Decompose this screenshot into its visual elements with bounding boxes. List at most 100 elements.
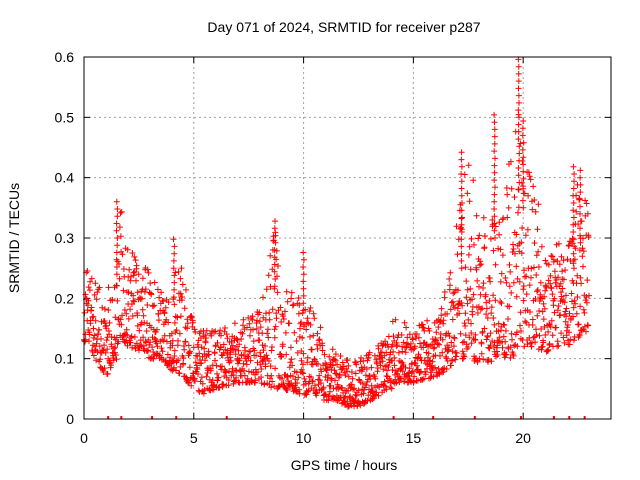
data-point — [515, 172, 522, 179]
data-point — [338, 366, 345, 373]
data-point — [113, 334, 120, 341]
data-point — [296, 302, 303, 308]
data-point — [469, 311, 476, 318]
data-point — [136, 327, 143, 334]
data-point — [491, 119, 498, 126]
data-point — [245, 368, 252, 375]
data-point — [464, 300, 471, 307]
data-point — [458, 207, 465, 214]
data-point — [514, 329, 520, 336]
data-point — [300, 264, 307, 270]
data-point — [457, 330, 464, 337]
data-point — [235, 360, 241, 367]
data-point — [459, 339, 466, 346]
data-point — [300, 350, 307, 357]
data-point — [344, 368, 351, 375]
data-point — [474, 310, 481, 316]
data-point — [379, 342, 386, 349]
data-point — [279, 341, 286, 348]
data-point — [170, 294, 177, 301]
data-point — [134, 289, 141, 296]
data-point — [319, 347, 326, 354]
data-point — [159, 348, 166, 355]
data-point — [491, 126, 498, 133]
data-point — [530, 334, 537, 341]
data-point — [455, 301, 462, 307]
data-point — [131, 253, 138, 260]
data-point — [318, 380, 324, 387]
data-point — [525, 169, 532, 176]
data-point — [230, 378, 237, 385]
data-point — [262, 363, 269, 370]
data-point — [580, 263, 586, 270]
data-point — [271, 326, 278, 333]
data-point — [134, 312, 141, 319]
data-point — [150, 303, 157, 310]
data-point — [314, 330, 321, 337]
data-point — [433, 329, 440, 336]
data-point — [519, 125, 526, 132]
data-point — [491, 177, 498, 184]
data-point — [549, 332, 556, 339]
data-point — [244, 353, 251, 360]
data-point — [368, 382, 375, 389]
data-point — [517, 322, 523, 329]
data-point — [431, 344, 438, 351]
grid — [84, 57, 611, 419]
data-point — [177, 290, 184, 297]
data-point — [330, 393, 336, 400]
data-point — [517, 140, 524, 147]
data-point — [531, 240, 538, 246]
data-point — [253, 325, 260, 332]
data-point — [402, 344, 408, 351]
data-point — [295, 310, 302, 317]
data-point — [577, 232, 583, 239]
data-point — [165, 299, 172, 306]
data-point — [263, 286, 270, 293]
data-point — [321, 351, 328, 358]
data-point — [520, 297, 527, 304]
data-point — [440, 368, 447, 375]
data-point — [158, 289, 165, 296]
data-point — [575, 221, 582, 228]
data-point — [125, 289, 132, 296]
data-point — [516, 143, 523, 150]
data-point — [586, 292, 592, 299]
data-point — [527, 309, 533, 315]
data-point — [455, 287, 461, 294]
data-point — [367, 375, 374, 382]
data-point — [219, 363, 225, 370]
data-point — [117, 209, 124, 216]
data-point — [574, 294, 581, 300]
data-point — [288, 295, 295, 302]
data-point — [497, 298, 504, 305]
data-point — [144, 302, 151, 308]
data-point — [339, 359, 346, 366]
data-point — [88, 304, 95, 311]
data-point — [494, 348, 500, 355]
data-point — [358, 354, 365, 361]
data-point — [154, 326, 160, 333]
data-point — [185, 342, 192, 349]
data-point — [498, 300, 505, 307]
data-point — [411, 373, 418, 380]
data-point — [304, 315, 311, 322]
data-point — [570, 304, 577, 311]
data-point — [300, 292, 307, 299]
data-point — [466, 243, 473, 250]
data-point — [150, 349, 157, 355]
data-point — [87, 278, 94, 285]
data-point — [394, 342, 401, 349]
data-point — [540, 300, 547, 307]
data-point — [189, 319, 196, 326]
data-point — [179, 281, 186, 288]
data-point — [180, 360, 187, 367]
data-point — [113, 220, 120, 227]
data-point — [570, 257, 577, 264]
data-point — [570, 200, 577, 206]
data-point — [176, 370, 183, 377]
data-point — [336, 371, 343, 378]
data-point — [563, 292, 569, 299]
data-point — [545, 328, 552, 335]
data-point — [272, 239, 279, 246]
